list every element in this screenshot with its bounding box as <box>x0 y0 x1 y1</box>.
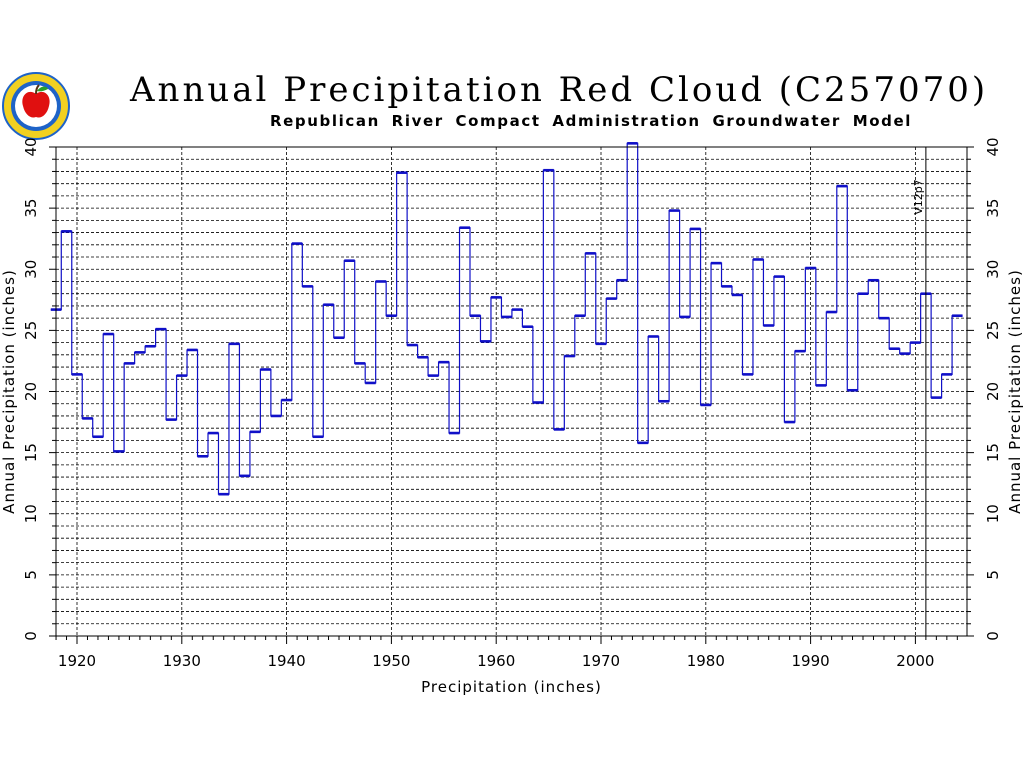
x-tick-label: 1980 <box>687 652 725 670</box>
x-tick-label: 1970 <box>582 652 620 670</box>
y-tick-label-left: 5 <box>22 570 40 580</box>
x-tick-label: 1960 <box>477 652 515 670</box>
y-tick-label-left: 0 <box>22 631 40 641</box>
grid <box>56 147 967 636</box>
y-tick-label-right: 10 <box>984 504 1002 523</box>
y-tick-label-left: 35 <box>22 199 40 218</box>
y-axis-label-left: Annual Precipitation (inches) <box>0 269 18 514</box>
y-tick-label-right: 35 <box>984 199 1002 218</box>
y-axis-left: 0 5 10 15 20 25 30 35 40 <box>22 137 56 641</box>
y-tick-label-right: 30 <box>984 260 1002 279</box>
x-tick-label: 1920 <box>58 652 96 670</box>
y-tick-label-right: 20 <box>984 382 1002 401</box>
y-tick-label-left: 25 <box>22 321 40 340</box>
chart-title: Annual Precipitation Red Cloud (C257070) <box>130 70 989 110</box>
x-tick-label: 1990 <box>792 652 830 670</box>
annotation: V12p7 <box>912 147 927 636</box>
annotation-label: V12p7 <box>912 179 925 215</box>
y-tick-label-right: 25 <box>984 321 1002 340</box>
y-tick-label-right: 5 <box>984 570 1002 580</box>
logo <box>2 72 70 140</box>
x-tick-label: 2000 <box>896 652 934 670</box>
y-tick-label-right: 15 <box>984 443 1002 462</box>
y-tick-label-left: 10 <box>22 504 40 523</box>
x-axis: 1920 1930 1940 1950 1960 1970 1980 1990 2000 <box>55 636 958 670</box>
y-tick-label-right: 40 <box>984 137 1002 156</box>
y-tick-label-left: 30 <box>22 260 40 279</box>
series-line <box>50 142 963 496</box>
chart-subtitle: Republican River Compact Administration … <box>270 112 913 130</box>
y-tick-label-left: 20 <box>22 382 40 401</box>
x-axis-label: Precipitation (inches) <box>421 678 602 696</box>
y-axis-right: 0 5 10 15 20 25 30 35 40 <box>967 137 1002 641</box>
y-tick-label-right: 0 <box>984 631 1002 641</box>
x-tick-label: 1930 <box>163 652 201 670</box>
y-axis-label-right: Annual Precipitation (inches) <box>1006 269 1024 514</box>
x-tick-label: 1950 <box>372 652 410 670</box>
y-tick-label-left: 15 <box>22 443 40 462</box>
y-tick-label-left: 40 <box>22 137 40 156</box>
x-tick-label: 1940 <box>268 652 306 670</box>
